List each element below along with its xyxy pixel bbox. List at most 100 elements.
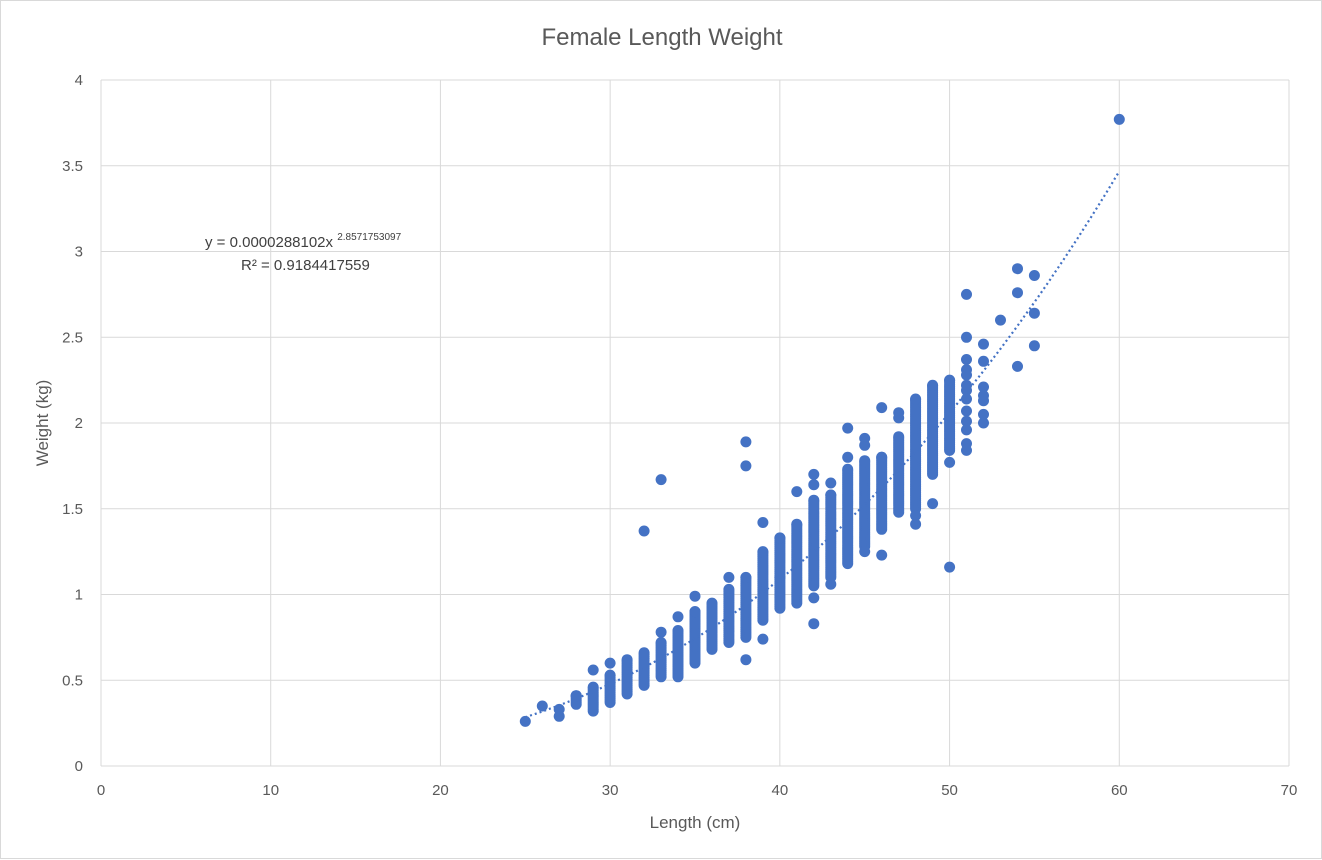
trendline-equation-base: y = 0.0000288102x	[205, 234, 334, 251]
data-point	[893, 412, 905, 424]
y-tick-label: 0	[75, 758, 83, 775]
y-tick-label: 3	[75, 244, 83, 261]
x-tick-label: 20	[432, 782, 449, 799]
data-point	[978, 417, 989, 429]
data-point	[944, 561, 956, 573]
data-point	[842, 463, 854, 475]
data-point	[655, 474, 667, 486]
x-tick-label: 30	[602, 782, 619, 799]
data-point	[978, 408, 989, 420]
data-point	[910, 393, 922, 405]
data-point	[944, 374, 956, 386]
data-point	[706, 597, 718, 609]
data-point	[859, 455, 871, 467]
data-point	[757, 633, 769, 645]
data-point	[825, 578, 837, 590]
data-point	[808, 592, 820, 604]
data-point	[638, 525, 650, 537]
data-point	[689, 606, 701, 618]
x-axis-tick-labels: 0 10 20 30 40 50 60 70	[97, 782, 1298, 799]
data-point	[808, 468, 820, 480]
data-point	[910, 518, 922, 530]
data-point	[1028, 307, 1040, 319]
data-point	[978, 355, 989, 367]
data-point	[978, 395, 989, 407]
data-point	[1012, 287, 1023, 299]
data-point	[672, 611, 684, 623]
data-point	[961, 405, 972, 417]
data-point	[978, 338, 989, 350]
data-point	[655, 626, 667, 638]
y-axis-title: Weight (kg)	[33, 380, 52, 467]
data-point	[910, 510, 922, 522]
data-point	[961, 288, 972, 300]
data-point	[740, 460, 752, 472]
data-point	[961, 354, 972, 365]
y-tick-label: 3.5	[62, 158, 83, 175]
power-trendline	[524, 170, 1121, 719]
data-point	[791, 486, 803, 498]
data-point	[740, 436, 752, 448]
data-point	[638, 647, 650, 659]
y-tick-label: 2	[75, 415, 83, 432]
data-point	[757, 546, 769, 558]
y-tick-label: 1.5	[62, 501, 83, 518]
data-point	[774, 532, 786, 544]
data-point	[961, 369, 972, 381]
data-point	[859, 546, 871, 558]
y-tick-label: 2.5	[62, 329, 83, 346]
data-point	[842, 451, 854, 463]
x-axis-title: Length (cm)	[650, 813, 741, 832]
x-tick-label: 0	[97, 782, 105, 799]
data-point	[842, 422, 854, 434]
data-point	[1012, 360, 1023, 372]
x-tick-label: 60	[1111, 782, 1128, 799]
trendline-r-squared: R² = 0.9184417559	[241, 257, 370, 274]
data-point	[995, 314, 1006, 326]
data-point	[961, 444, 972, 456]
data-point	[1028, 340, 1040, 352]
data-point	[740, 571, 752, 583]
data-point	[927, 379, 939, 391]
data-point	[604, 669, 616, 681]
data-point	[961, 415, 972, 427]
x-tick-label: 70	[1281, 782, 1298, 799]
y-axis-tick-labels: 0 0.5 1 1.5 2 2.5 3 3.5 4	[62, 72, 83, 775]
data-point	[927, 498, 939, 510]
x-tick-label: 40	[772, 782, 789, 799]
data-point	[740, 654, 752, 666]
data-point	[808, 494, 820, 506]
data-point	[689, 590, 701, 602]
data-point	[587, 664, 599, 676]
x-tick-label: 10	[262, 782, 279, 799]
y-tick-label: 0.5	[62, 672, 83, 689]
data-point	[825, 477, 837, 489]
data-point	[961, 424, 972, 436]
data-point	[876, 549, 888, 561]
trendline-equation-exponent: 2.8571753097	[337, 232, 401, 243]
data-point	[519, 715, 531, 727]
data-point	[944, 456, 956, 468]
data-point	[893, 431, 905, 443]
data-point	[876, 402, 888, 414]
data-point	[604, 657, 616, 669]
trendline-equation: y = 0.0000288102x 2.8571753097	[205, 232, 402, 251]
x-tick-label: 50	[941, 782, 958, 799]
data-point	[757, 517, 769, 528]
data-point	[1012, 263, 1023, 275]
chart-title: Female Length Weight	[541, 24, 782, 51]
data-point	[961, 393, 972, 405]
data-point	[723, 583, 735, 595]
data-point	[961, 331, 972, 343]
data-point	[1028, 270, 1040, 281]
data-point	[774, 571, 786, 583]
data-point	[621, 654, 633, 666]
data-point	[536, 700, 548, 712]
data-point	[1113, 113, 1125, 125]
data-point	[808, 479, 820, 491]
data-point	[791, 518, 803, 530]
data-point	[808, 618, 820, 630]
data-point	[978, 381, 989, 393]
